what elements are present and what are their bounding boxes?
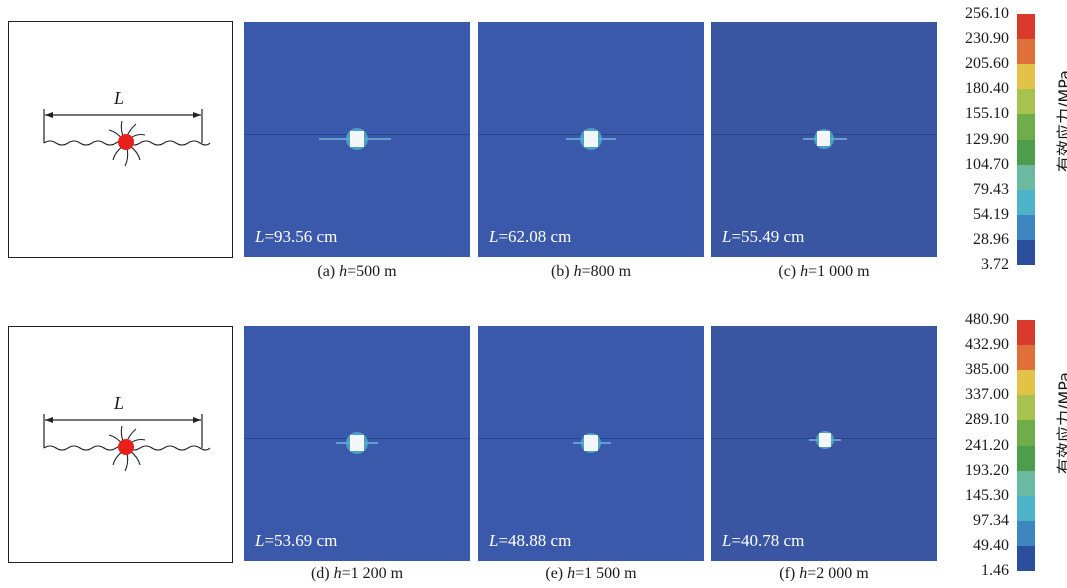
crack-length-label: L=48.88 cm (489, 531, 572, 550)
color-legend-1 (1017, 14, 1035, 266)
legend-swatch (1017, 89, 1035, 115)
stress-panel-d: L=53.69 cm (244, 326, 470, 561)
legend-swatch (1017, 370, 1035, 396)
blast-hole (118, 439, 134, 455)
legend-swatch (1017, 320, 1035, 346)
legend-tick-label: 205.60 (965, 55, 1009, 73)
crack-length-label: L=53.69 cm (255, 531, 338, 550)
legend-swatch (1017, 164, 1035, 191)
crack-length-label: L=93.56 cm (255, 227, 338, 246)
legend-tick-label: 385.00 (965, 361, 1009, 379)
legend-swatch (1017, 114, 1035, 140)
legend-tick-label: 193.20 (965, 461, 1009, 479)
legend-tick-label: 54.19 (973, 205, 1009, 223)
stress-panel-c: L=55.49 cm (711, 22, 937, 257)
legend-tick-label: 28.96 (973, 230, 1009, 248)
legend-title-1: 有效应力/MPa (1055, 70, 1067, 172)
legend-tick-label: 129.90 (965, 130, 1009, 148)
legend-tick-label: 230.90 (965, 30, 1009, 48)
legend-tick-label: 145.30 (965, 486, 1009, 504)
legend-tick-label: 480.90 (965, 311, 1009, 328)
legend-tick-label: 337.00 (965, 386, 1009, 404)
legend-swatch (1017, 64, 1035, 90)
legend-tick-label: 180.40 (965, 80, 1009, 98)
legend-tick-label: 104.70 (965, 155, 1009, 173)
legend-swatch (1017, 470, 1035, 497)
legend-tick-label: 3.72 (981, 256, 1009, 273)
caption-e: (e) h=1 500 m (545, 565, 637, 582)
crack-length-label: L=40.78 cm (722, 531, 805, 550)
caption-f: (f) h=2 000 m (779, 565, 869, 582)
legend-swatch (1017, 139, 1035, 166)
legend-title-2: 有效应力/MPa (1055, 372, 1067, 474)
legend-tick-label: 289.10 (965, 411, 1009, 429)
schematic-length-label: L (114, 88, 125, 108)
legend-tick-label: 155.10 (965, 105, 1009, 123)
crack-length-label: L=55.49 cm (722, 227, 805, 246)
color-legend-2 (1017, 320, 1035, 572)
legend-tick-label: 97.34 (973, 511, 1009, 529)
crack-schematic-1: L (8, 21, 233, 258)
damage-zone-c (803, 129, 847, 149)
legend-swatch (1017, 345, 1035, 371)
legend-swatch (1017, 395, 1035, 421)
stress-panel-b: L=62.08 cm (478, 22, 704, 257)
legend-swatch (1017, 520, 1035, 547)
legend-tick-label: 432.90 (965, 336, 1009, 354)
crack-schematic-2: L (8, 326, 233, 563)
legend-swatch (1017, 545, 1035, 572)
stress-panel-f: L=40.78 cm (711, 326, 937, 561)
damage-zone-e (573, 433, 611, 453)
stress-panel-a: L=93.56 cm (244, 22, 470, 257)
legend-swatch (1017, 39, 1035, 65)
caption-d: (d) h=1 200 m (310, 565, 404, 582)
damage-zone-d (336, 432, 378, 454)
legend-tick-label: 49.40 (973, 536, 1009, 554)
caption-b: (b) h=800 m (550, 263, 632, 280)
legend-swatch (1017, 445, 1035, 472)
blast-hole (118, 134, 134, 150)
crack-length-label: L=62.08 cm (489, 227, 572, 246)
damage-zone-f (809, 431, 841, 449)
legend-swatch (1017, 214, 1035, 241)
stress-panel-e: L=48.88 cm (478, 326, 704, 561)
legend-swatch (1017, 495, 1035, 522)
damage-zone-b (566, 128, 616, 150)
legend-swatch (1017, 14, 1035, 40)
caption-a: (a) h=500 m (317, 263, 397, 280)
legend-tick-label: 256.10 (965, 5, 1009, 22)
schematic-length-label: L (114, 393, 125, 413)
legend-swatch (1017, 189, 1035, 216)
legend-tick-label: 241.20 (965, 436, 1009, 454)
legend-swatch (1017, 420, 1035, 446)
legend-tick-label: 79.43 (973, 180, 1009, 198)
legend-swatch (1017, 239, 1035, 266)
legend-tick-label: 1.46 (981, 562, 1009, 579)
caption-c: (c) h=1 000 m (778, 263, 870, 280)
damage-zone-a (319, 128, 391, 150)
